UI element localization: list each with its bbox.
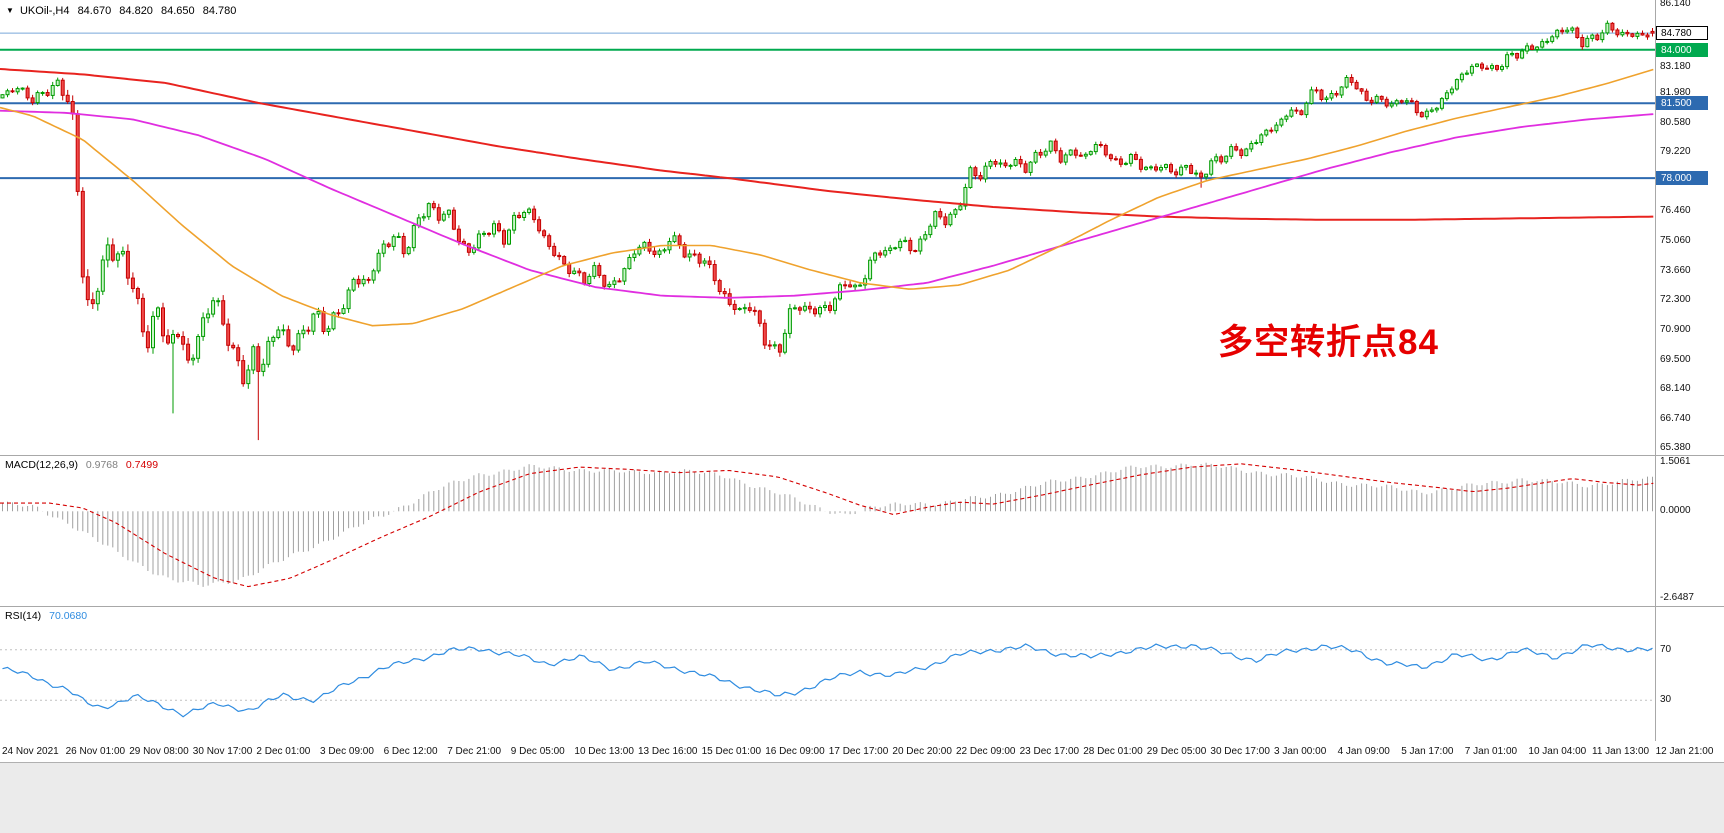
price-axis-label: 68.140 <box>1660 382 1691 394</box>
time-axis-label: 16 Dec 09:00 <box>765 746 825 757</box>
window-bottom-strip <box>0 762 1724 833</box>
time-axis-label: 15 Dec 01:00 <box>701 746 762 757</box>
ma-fast-orange <box>0 68 1654 327</box>
time-axis-label: 10 Jan 04:00 <box>1528 746 1587 757</box>
ma-slow-red <box>0 68 1654 221</box>
time-axis-label: 29 Dec 05:00 <box>1146 746 1207 757</box>
chart-annotation-text[interactable]: 多空转折点84 <box>1218 323 1439 362</box>
macd-histogram <box>2 462 1653 587</box>
price-axis-label: 65.380 <box>1660 442 1691 453</box>
chart-canvas[interactable] <box>0 0 1724 762</box>
macd-axis-label: -2.6487 <box>1660 592 1694 603</box>
price-axis-label: 80.580 <box>1660 116 1691 128</box>
rsi-line <box>2 643 1653 718</box>
chart-title: ▼ UKOil-,H4 84.670 84.820 84.650 84.780 <box>6 5 236 17</box>
ohlc-low: 84.650 <box>161 5 195 17</box>
time-axis-label: 23 Dec 17:00 <box>1019 746 1080 757</box>
ma-mid-magenta <box>0 109 1654 299</box>
price-axis-label: 69.500 <box>1660 353 1691 365</box>
price-tag-84.780: 84.780 <box>1656 26 1708 40</box>
macd-axis-label: 0.0000 <box>1660 505 1691 517</box>
price-axis-label: 79.220 <box>1660 146 1691 157</box>
time-axis-label: 9 Dec 05:00 <box>510 746 565 757</box>
price-axis-label: 66.740 <box>1660 412 1691 424</box>
price-tag-81.500: 81.500 <box>1656 96 1708 110</box>
time-axis-label: 5 Jan 17:00 <box>1401 746 1454 757</box>
ohlc-close: 84.780 <box>202 5 237 17</box>
price-axis-label: 81.980 <box>1660 86 1691 98</box>
time-axis-label: 3 Dec 09:00 <box>320 746 374 757</box>
price-axis-label: 70.900 <box>1660 323 1691 335</box>
time-axis-label: 6 Dec 12:00 <box>383 746 438 757</box>
macd-signal-line <box>0 463 1654 588</box>
time-axis-label: 29 Nov 08:00 <box>129 746 189 757</box>
chart-dropdown-icon[interactable]: ▼ <box>6 6 14 15</box>
price-axis-label: 76.460 <box>1660 205 1691 217</box>
macd-axis-label: 1.5061 <box>1660 456 1691 467</box>
price-tag-84.000: 84.000 <box>1656 43 1708 57</box>
time-axis-label: 10 Dec 13:00 <box>574 746 634 757</box>
symbol-timeframe-label: UKOil-,H4 <box>19 5 70 17</box>
price-axis-label: 86.140 <box>1660 0 1691 9</box>
time-axis-label: 17 Dec 17:00 <box>828 746 889 757</box>
time-axis-label: 2 Dec 01:00 <box>256 746 311 757</box>
ohlc-high: 84.820 <box>119 5 153 17</box>
time-axis-label: 13 Dec 16:00 <box>638 746 698 757</box>
price-axis[interactable]: 86.14083.18081.98080.58079.22077.82076.4… <box>1655 0 1724 762</box>
time-axis-label: 4 Jan 09:00 <box>1337 746 1390 757</box>
candlesticks <box>0 20 1655 441</box>
time-axis-label: 12 Jan 21:00 <box>1655 746 1714 757</box>
time-axis-label: 24 Nov 2021 <box>2 746 59 757</box>
time-axis-label: 28 Dec 01:00 <box>1083 746 1143 757</box>
rsi-indicator-label: RSI(14) 70.0680 <box>5 610 87 622</box>
time-axis-label: 11 Jan 13:00 <box>1592 746 1650 757</box>
time-axis-label: 20 Dec 20:00 <box>892 746 952 757</box>
rsi-axis-label: 70 <box>1660 643 1672 655</box>
ohlc-open: 84.670 <box>77 5 112 17</box>
price-axis-label: 72.300 <box>1660 294 1691 305</box>
time-axis-label: 7 Dec 21:00 <box>447 746 502 757</box>
macd-name: MACD(12,26,9) <box>5 459 78 471</box>
time-axis-label: 22 Dec 09:00 <box>956 746 1016 757</box>
time-axis-label: 30 Nov 17:00 <box>192 746 253 757</box>
rsi-value: 70.0680 <box>49 610 88 622</box>
time-axis-label: 3 Jan 00:00 <box>1274 746 1327 757</box>
time-axis-label: 7 Jan 01:00 <box>1464 746 1518 757</box>
time-axis-label: 26 Nov 01:00 <box>65 746 126 757</box>
horizontal-levels <box>0 32 1655 180</box>
time-axis-label: 30 Dec 17:00 <box>1210 746 1270 757</box>
macd-indicator-label: MACD(12,26,9) 0.9768 0.7499 <box>5 459 158 471</box>
price-axis-label: 83.180 <box>1660 61 1691 73</box>
time-axis[interactable]: 24 Nov 2021 26 Nov 01:00 29 Nov 08:00 30 No… <box>0 741 1724 762</box>
rsi-axis-label: 30 <box>1660 694 1672 706</box>
price-axis-label: 73.660 <box>1660 264 1691 276</box>
macd-main-value: 0.9768 <box>85 459 118 471</box>
rsi-name: RSI(14) <box>5 610 42 622</box>
price-tag-78.000: 78.000 <box>1656 171 1708 185</box>
price-axis-label: 75.060 <box>1660 234 1691 246</box>
macd-signal-value: 0.7499 <box>125 459 159 471</box>
